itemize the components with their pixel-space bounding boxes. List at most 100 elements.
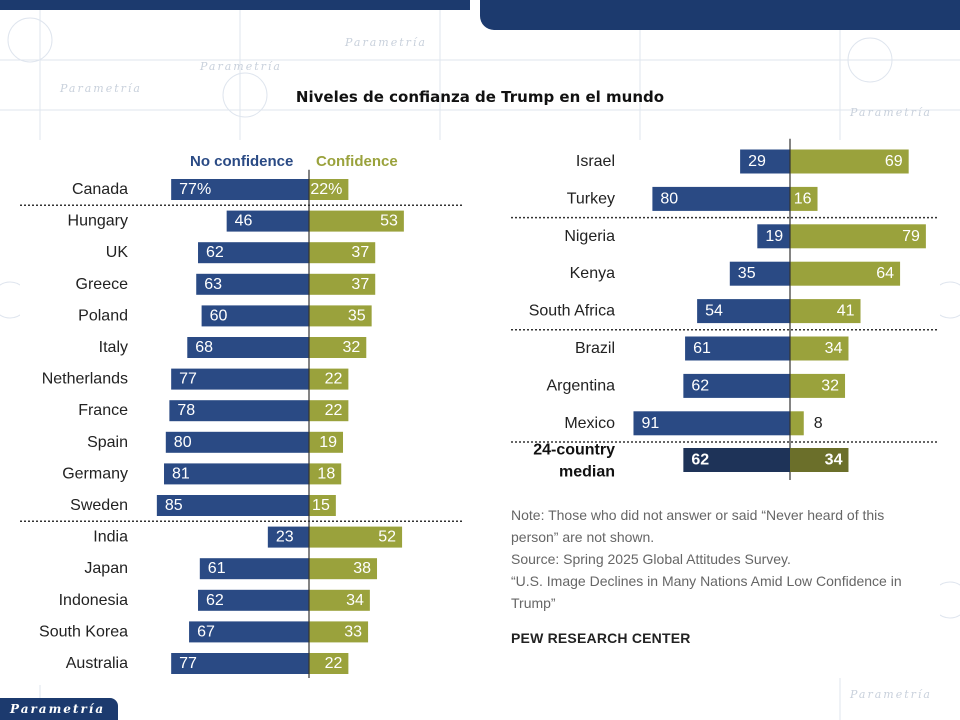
left-country-label: Australia bbox=[66, 655, 128, 672]
right-value-confidence: 41 bbox=[837, 303, 855, 320]
left-value-no-confidence: 68 bbox=[195, 339, 213, 356]
left-value-confidence: 15 bbox=[312, 497, 330, 514]
left-value-confidence: 35 bbox=[348, 307, 366, 324]
left-country-label: India bbox=[93, 529, 128, 546]
left-bar-no-confidence bbox=[198, 242, 309, 264]
left-value-no-confidence: 67 bbox=[197, 623, 215, 640]
parametria-logo: Parametría bbox=[0, 698, 118, 720]
left-bar-no-confidence bbox=[267, 526, 309, 548]
right-value-no-confidence: 19 bbox=[765, 228, 783, 245]
left-bar-confidence bbox=[309, 589, 370, 611]
left-bar-no-confidence bbox=[171, 368, 309, 390]
left-value-no-confidence: 60 bbox=[210, 307, 228, 324]
left-country-label: Spain bbox=[87, 434, 128, 451]
median-label: median bbox=[559, 464, 615, 481]
left-bar-confidence bbox=[309, 431, 344, 453]
left-value-no-confidence: 81 bbox=[172, 465, 190, 482]
left-bar-confidence bbox=[309, 558, 378, 580]
left-bar-confidence bbox=[309, 463, 342, 485]
right-bar-confidence bbox=[790, 373, 846, 398]
left-bar-no-confidence bbox=[196, 273, 309, 295]
right-country-label: Brazil bbox=[575, 340, 615, 357]
left-bar-confidence bbox=[309, 400, 349, 422]
left-value-confidence: 22 bbox=[325, 655, 343, 672]
right-bar-no-confidence bbox=[729, 261, 790, 286]
source-organization: PEW RESEARCH CENTER bbox=[511, 630, 691, 646]
right-value-no-confidence: 91 bbox=[641, 415, 659, 432]
left-country-label: Germany bbox=[62, 465, 128, 482]
left-value-no-confidence: 23 bbox=[276, 529, 294, 546]
watermark: Parametría bbox=[850, 688, 932, 701]
left-value-no-confidence: 77% bbox=[179, 181, 211, 198]
right-bar-no-confidence bbox=[697, 299, 790, 324]
left-country-label: Indonesia bbox=[59, 592, 128, 609]
left-value-no-confidence: 46 bbox=[235, 213, 253, 230]
right-bar-no-confidence bbox=[683, 373, 790, 398]
right-value-no-confidence: 61 bbox=[693, 340, 711, 357]
left-value-confidence: 53 bbox=[380, 213, 398, 230]
left-value-no-confidence: 62 bbox=[206, 592, 224, 609]
left-bar-no-confidence bbox=[226, 210, 309, 232]
median-value-confidence: 34 bbox=[825, 452, 843, 469]
left-bar-no-confidence bbox=[156, 495, 309, 516]
left-value-no-confidence: 80 bbox=[174, 434, 192, 451]
right-bar-no-confidence bbox=[633, 411, 790, 436]
right-country-label: Argentina bbox=[547, 377, 616, 394]
left-bar-confidence bbox=[309, 653, 349, 674]
left-bar-confidence bbox=[309, 621, 369, 643]
left-value-no-confidence: 77 bbox=[179, 655, 197, 672]
left-value-confidence: 22% bbox=[310, 181, 342, 198]
page-title: Niveles de confianza de Trump en el mund… bbox=[295, 88, 665, 106]
right-bar-no-confidence bbox=[740, 149, 790, 174]
left-bar-no-confidence bbox=[164, 463, 309, 485]
right-bar-no-confidence bbox=[757, 224, 790, 249]
left-bar-no-confidence bbox=[165, 431, 309, 453]
left-value-no-confidence: 77 bbox=[179, 371, 197, 388]
left-bar-no-confidence bbox=[189, 621, 309, 643]
left-value-confidence: 52 bbox=[378, 529, 396, 546]
right-value-no-confidence: 62 bbox=[691, 377, 709, 394]
left-bar-no-confidence bbox=[169, 400, 309, 422]
left-country-label: Poland bbox=[78, 307, 128, 324]
legend-no-confidence: No confidence bbox=[190, 153, 294, 170]
right-country-label: Kenya bbox=[570, 265, 615, 282]
right-value-confidence: 16 bbox=[794, 190, 812, 207]
left-country-label: Greece bbox=[76, 276, 129, 293]
right-value-confidence: 64 bbox=[876, 265, 894, 282]
left-bar-no-confidence bbox=[171, 653, 309, 674]
left-value-confidence: 38 bbox=[353, 560, 371, 577]
right-bar-confidence bbox=[790, 224, 926, 249]
left-bar-no-confidence bbox=[171, 179, 309, 200]
left-bar-confidence bbox=[309, 305, 372, 327]
right-bar-no-confidence bbox=[685, 336, 790, 361]
median-bar-confidence bbox=[790, 448, 849, 472]
right-country-label: Mexico bbox=[564, 415, 615, 432]
right-bar-no-confidence bbox=[652, 186, 790, 211]
right-value-confidence: 69 bbox=[885, 153, 903, 170]
chart-notes: Note: Those who did not answer or said “… bbox=[511, 504, 931, 614]
right-value-no-confidence: 35 bbox=[738, 265, 756, 282]
left-bar-no-confidence bbox=[198, 589, 309, 611]
right-country-label: Israel bbox=[576, 153, 615, 170]
note-line: Source: Spring 2025 Global Attitudes Sur… bbox=[511, 551, 791, 567]
left-value-confidence: 34 bbox=[346, 592, 364, 609]
left-bar-no-confidence bbox=[201, 305, 309, 327]
left-value-no-confidence: 61 bbox=[208, 560, 226, 577]
left-bar-confidence bbox=[309, 337, 367, 358]
right-bar-confidence bbox=[790, 411, 804, 436]
left-bar-confidence bbox=[309, 495, 336, 516]
left-bar-confidence bbox=[309, 368, 349, 390]
left-country-label: Japan bbox=[84, 560, 128, 577]
left-value-confidence: 18 bbox=[317, 465, 335, 482]
left-value-confidence: 33 bbox=[344, 623, 362, 640]
right-value-no-confidence: 29 bbox=[748, 153, 766, 170]
right-country-label: Nigeria bbox=[564, 228, 615, 245]
right-value-no-confidence: 54 bbox=[705, 303, 723, 320]
median-label: 24-country bbox=[533, 442, 615, 459]
left-bar-confidence bbox=[309, 210, 404, 232]
left-value-confidence: 22 bbox=[325, 371, 343, 388]
left-country-label: Hungary bbox=[68, 213, 128, 230]
right-value-confidence: 8 bbox=[814, 415, 823, 432]
right-value-confidence: 32 bbox=[821, 377, 839, 394]
